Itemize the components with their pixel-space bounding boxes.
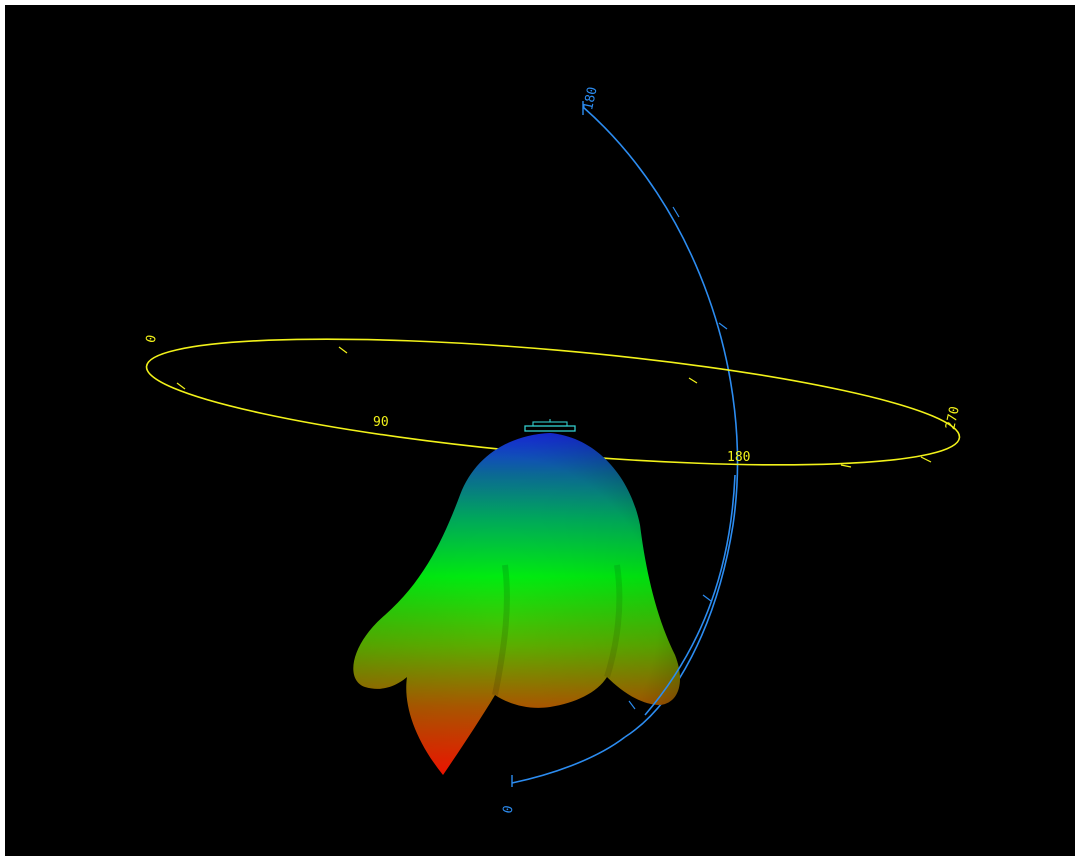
azimuth-label-90: 90 xyxy=(373,415,389,430)
pattern-canvas: 0 90 180 270 180 0 xyxy=(144,86,963,815)
antenna-element-icon xyxy=(524,419,576,432)
radiation-pattern-3d-view[interactable]: 0 90 180 270 180 0 xyxy=(5,5,1075,856)
azimuth-label-270: 270 xyxy=(943,405,963,431)
azimuth-label-180: 180 xyxy=(727,450,750,465)
radiation-pattern-lobe xyxy=(353,433,680,775)
elevation-label-bottom: 0 xyxy=(500,804,516,815)
elevation-label-top: 180 xyxy=(581,86,601,112)
vertical-arc-front-segment xyxy=(644,474,736,716)
azimuth-label-0: 0 xyxy=(144,334,160,345)
